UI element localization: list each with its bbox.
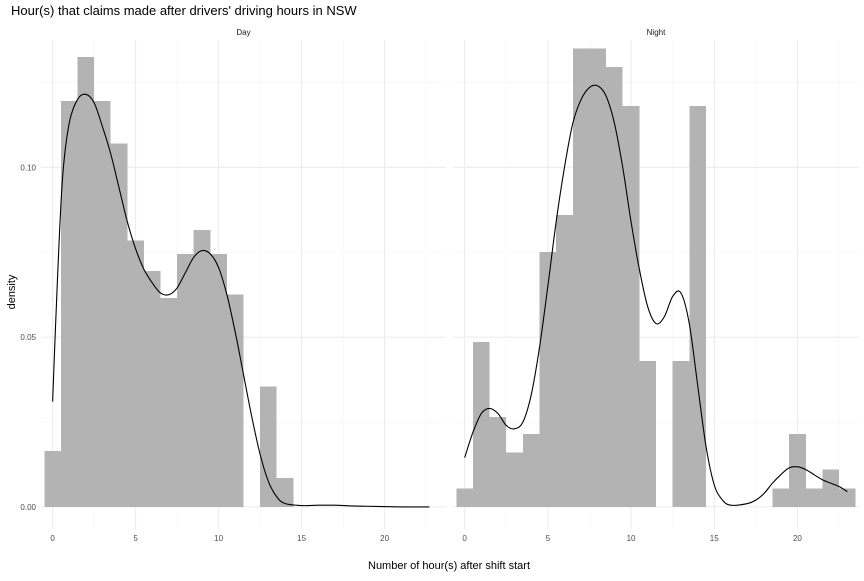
y-tick-label: 0.05	[20, 333, 36, 342]
histogram-bar	[193, 230, 211, 507]
facet-label-night: Night	[647, 28, 666, 37]
x-tick-label: 15	[297, 534, 306, 543]
x-tick-label: 5	[133, 534, 138, 543]
histogram-bar	[143, 270, 161, 507]
histogram-bar	[556, 214, 573, 507]
histogram-bar	[522, 433, 540, 507]
histogram-bar	[77, 56, 95, 507]
histogram-bar	[506, 452, 523, 507]
x-tick-label: 0	[50, 534, 55, 543]
histogram-bar	[772, 488, 790, 507]
histogram-bar	[822, 469, 840, 507]
histogram-bar	[127, 240, 144, 507]
histogram-bar	[489, 416, 507, 507]
histogram-bar	[260, 386, 277, 507]
histogram-bar	[589, 48, 607, 507]
panel-night: Night 0 5 10 15 20	[453, 28, 859, 543]
chart-title: Hour(s) that claims made after drivers' …	[11, 3, 357, 18]
x-tick-label: 20	[380, 534, 389, 543]
x-tick-label: 0	[462, 534, 467, 543]
histogram-bar	[572, 48, 590, 507]
facet-label-day: Day	[236, 28, 250, 37]
density-curve	[464, 84, 848, 506]
y-tick-label: 0.10	[20, 163, 36, 172]
histogram-bar	[276, 478, 294, 507]
histogram-bar	[639, 360, 656, 507]
histogram-bar	[689, 106, 706, 507]
x-tick-label: 5	[546, 534, 551, 543]
histogram-bar	[44, 450, 61, 507]
x-tick-label: 20	[793, 534, 802, 543]
histogram-bar	[177, 253, 194, 507]
histogram-bar	[805, 488, 823, 507]
x-tick-label: 10	[627, 534, 636, 543]
y-axis-title: density	[6, 274, 18, 309]
panel-day: Day 0 5 10 15 20 0.00 0.05 0.10	[20, 28, 446, 543]
x-axis-title: Number of hour(s) after shift start	[368, 560, 530, 572]
histogram-bar	[672, 360, 690, 507]
histogram-bar	[60, 101, 78, 507]
facet-panels: Day 0 5 10 15 20 0.00 0.05 0.10 Night 0 5 10 15 20	[20, 28, 859, 543]
histogram-bar	[472, 342, 490, 507]
x-tick-label: 10	[214, 534, 223, 543]
histogram-bar	[456, 488, 473, 507]
histogram-bar	[110, 143, 128, 507]
histogram-bar	[789, 433, 806, 507]
histogram-bar	[226, 294, 244, 507]
y-tick-label: 0.00	[20, 503, 36, 512]
histogram-bar	[839, 488, 856, 507]
histogram-bar	[539, 252, 557, 507]
histogram-bar	[210, 253, 227, 507]
histogram-bar	[622, 106, 640, 507]
histogram-bar	[94, 101, 111, 507]
density-curve	[52, 93, 430, 508]
x-tick-label: 15	[710, 534, 719, 543]
histogram-bar	[606, 67, 623, 507]
histogram-bar	[160, 298, 178, 507]
